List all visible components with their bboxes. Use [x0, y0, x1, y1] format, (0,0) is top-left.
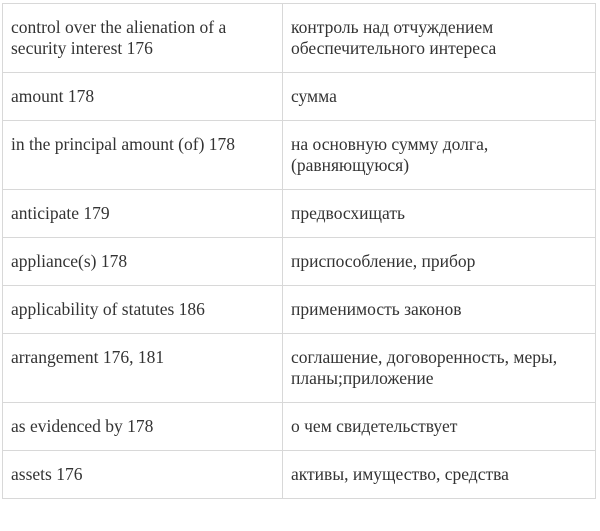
term-cell-en: arrangement 176, 181: [2, 333, 283, 403]
translation-cell-ru: контроль над отчуждением обеспечительног…: [282, 3, 596, 73]
table-row: appliance(s) 178 приспособление, прибор: [2, 237, 596, 286]
table-row: anticipate 179 предвосхищать: [2, 189, 596, 238]
term-cell-en: assets 176: [2, 450, 283, 499]
term-cell-en: control over the alienation of a securit…: [2, 3, 283, 73]
table-row: in the principal amount (of) 178 на осно…: [2, 120, 596, 190]
translation-cell-ru: соглашение, договоренность, меры, планы;…: [282, 333, 596, 403]
term-cell-en: appliance(s) 178: [2, 237, 283, 286]
translation-cell-ru: сумма: [282, 72, 596, 121]
table-row: arrangement 176, 181 соглашение, договор…: [2, 333, 596, 403]
term-cell-en: amount 178: [2, 72, 283, 121]
translation-cell-ru: применимость законов: [282, 285, 596, 334]
term-cell-en: in the principal amount (of) 178: [2, 120, 283, 190]
table-row: as evidenced by 178 о чем свидетельствуе…: [2, 402, 596, 451]
glossary-table: control over the alienation of a securit…: [2, 3, 596, 499]
table-row: assets 176 активы, имущество, средства: [2, 450, 596, 499]
translation-cell-ru: приспособление, прибор: [282, 237, 596, 286]
term-cell-en: applicability of statutes 186: [2, 285, 283, 334]
glossary-table-body: control over the alienation of a securit…: [2, 3, 596, 499]
translation-cell-ru: на основную сумму долга, (равняющуюся): [282, 120, 596, 190]
translation-cell-ru: о чем свидетельствует: [282, 402, 596, 451]
translation-cell-ru: предвосхищать: [282, 189, 596, 238]
term-cell-en: as evidenced by 178: [2, 402, 283, 451]
table-row: control over the alienation of a securit…: [2, 3, 596, 73]
table-row: applicability of statutes 186 применимос…: [2, 285, 596, 334]
table-row: amount 178 сумма: [2, 72, 596, 121]
translation-cell-ru: активы, имущество, средства: [282, 450, 596, 499]
term-cell-en: anticipate 179: [2, 189, 283, 238]
